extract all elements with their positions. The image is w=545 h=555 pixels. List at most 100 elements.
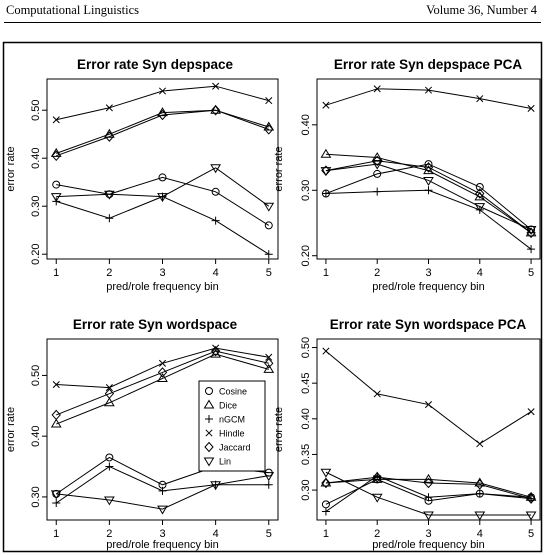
legend-label: Lin (219, 457, 231, 467)
x-tick-label: 5 (528, 267, 534, 279)
data-point-triangle-up (320, 148, 332, 158)
series-jaccard (321, 471, 536, 504)
data-point-cross (424, 401, 433, 409)
data-point-cross (322, 347, 330, 355)
chart-title: Error rate Syn wordspace PCA (330, 317, 527, 332)
data-point-triangle-down (103, 496, 115, 506)
y-tick-label: 0.40 (30, 147, 42, 168)
data-point-triangle-down (263, 202, 275, 212)
y-tick-label: 0.40 (300, 408, 312, 429)
data-point-plus (264, 480, 273, 489)
data-point-triangle-down (157, 505, 168, 515)
series-ngcm (52, 192, 273, 259)
data-point-plus (158, 486, 167, 495)
data-point-plus (211, 216, 220, 225)
data-point-cross (527, 104, 535, 113)
y-tick-label: 0.30 (30, 195, 42, 216)
data-point-diamond (423, 162, 434, 173)
x-tick-label: 2 (106, 267, 112, 279)
legend-marker-lin (203, 457, 215, 467)
x-tick-label: 4 (213, 528, 219, 540)
y-axis-label: error rate (273, 146, 285, 191)
data-point-plus (264, 250, 273, 259)
series-hindle (322, 347, 535, 448)
data-point-plus (321, 507, 330, 516)
data-point-diamond (210, 104, 221, 116)
data-point-cross (52, 116, 60, 124)
data-point-triangle-down (210, 481, 222, 491)
data-point-cross (212, 82, 220, 90)
data-point-cross (373, 390, 381, 398)
figure-frame (2, 41, 543, 553)
chart-title: Error rate Syn wordspace (73, 317, 238, 332)
legend-marker-dice (203, 399, 215, 409)
series-line (56, 167, 270, 207)
x-tick-label: 5 (528, 528, 534, 540)
data-point-plus (321, 189, 330, 198)
chart-title: Error rate Syn depspace (77, 57, 234, 72)
series-line (325, 163, 532, 230)
data-point-diamond (51, 409, 61, 421)
data-point-diamond (475, 479, 485, 490)
data-point-circle (211, 187, 220, 196)
legend-marker-jaccard (204, 441, 214, 453)
y-tick-label: 0.20 (30, 243, 42, 264)
data-point-triangle-up (263, 121, 275, 131)
data-point-circle (158, 173, 167, 182)
x-tick-label: 1 (323, 528, 329, 540)
legend-marker-cosine (205, 387, 213, 395)
data-point-plus (527, 245, 536, 254)
series-line (325, 478, 532, 498)
data-point-triangle-down (50, 193, 62, 203)
data-point-triangle-up (157, 107, 168, 117)
data-point-triangle-up (263, 363, 275, 373)
data-point-circle (373, 169, 382, 178)
legend-marker-hindle (205, 429, 213, 437)
data-point-triangle-down (371, 160, 383, 170)
data-point-triangle-down (525, 511, 537, 521)
series-line (56, 176, 270, 226)
x-axis-label: pred/role frequency bin (372, 281, 485, 293)
data-point-diamond (321, 477, 331, 489)
x-tick-label: 5 (266, 267, 272, 279)
x-tick-label: 3 (425, 267, 431, 279)
chart-panel-2: Error rate Syn depspace PCA 1 2 3 4 5 pred/rol… (273, 57, 541, 293)
series-lin (320, 160, 537, 236)
data-point-triangle-down (50, 490, 62, 500)
data-point-cross (158, 359, 167, 367)
running-head-rule (4, 22, 541, 23)
series-jaccard (51, 345, 274, 421)
data-point-plus (52, 498, 61, 507)
data-point-cross (212, 344, 220, 352)
y-tick-label: 0.40 (30, 425, 42, 446)
series-lin (50, 164, 275, 212)
y-tick-label: 0.35 (300, 444, 312, 465)
series-line (325, 88, 532, 109)
running-head-right: Volume 36, Number 4 (426, 3, 537, 17)
data-point-plus (475, 205, 484, 214)
series-line (325, 163, 532, 231)
series-jaccard (51, 104, 274, 162)
series-line (325, 153, 532, 234)
series-line (56, 353, 269, 425)
series-line (325, 476, 532, 500)
y-axis-label: error rate (5, 146, 17, 191)
x-tick-label: 5 (266, 528, 272, 540)
data-point-triangle-down (320, 167, 332, 177)
data-point-triangle-down (210, 164, 222, 174)
series-dice (50, 104, 275, 157)
data-point-triangle-down (320, 468, 332, 478)
x-tick-label: 1 (53, 528, 59, 540)
y-axis-label: error rate (5, 407, 17, 452)
data-point-diamond (423, 477, 434, 489)
data-point-diamond (264, 358, 274, 369)
series-line (56, 475, 269, 510)
data-point-cross (373, 85, 381, 93)
plot-area (316, 78, 541, 260)
legend: Cosine Dice nGCM Hindle Jaccard Lin (198, 380, 266, 472)
data-point-triangle-up (103, 128, 115, 138)
x-tick-label: 3 (159, 267, 165, 279)
x-tick-label: 3 (159, 528, 165, 540)
series-jaccard (321, 155, 536, 239)
data-point-circle (475, 183, 484, 191)
